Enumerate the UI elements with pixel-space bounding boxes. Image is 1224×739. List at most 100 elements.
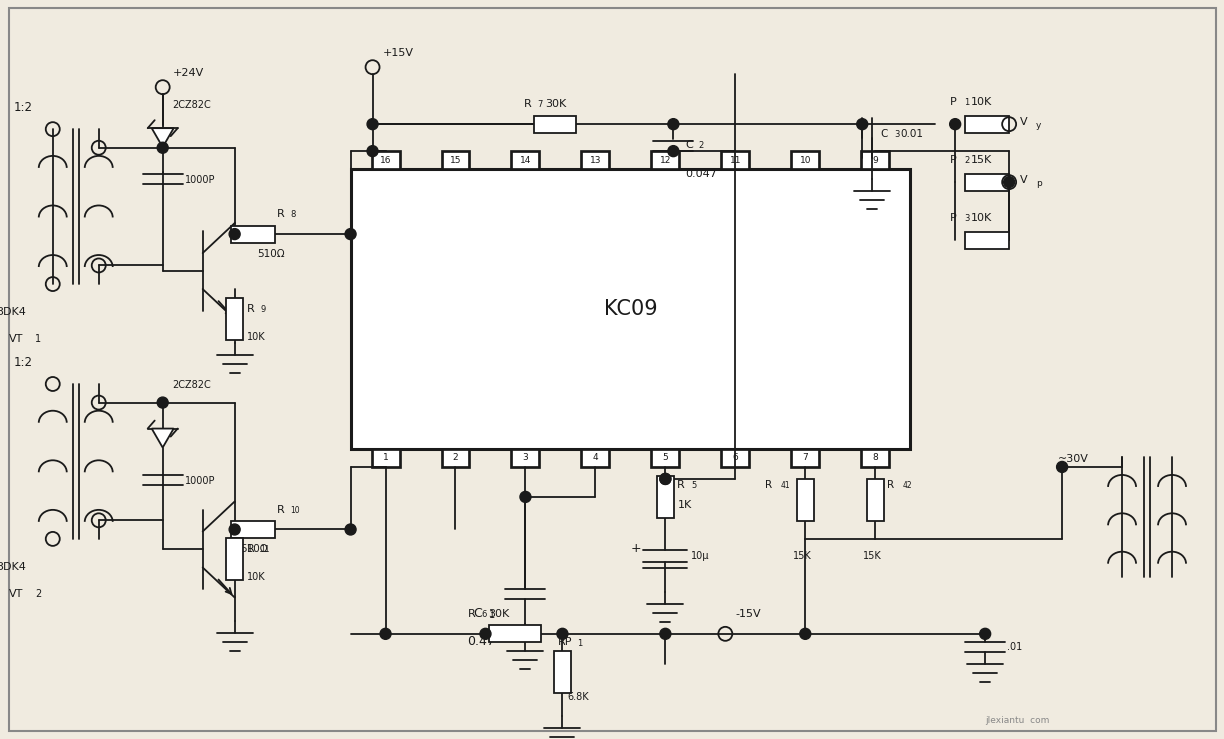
Bar: [966, 231, 1009, 248]
Text: 2: 2: [699, 141, 704, 150]
Text: 15K: 15K: [793, 551, 812, 561]
Bar: [867, 479, 884, 521]
Circle shape: [229, 228, 240, 239]
Text: jlexiantu  com: jlexiantu com: [985, 716, 1049, 725]
Text: R: R: [246, 304, 255, 314]
Bar: [581, 449, 610, 467]
Text: 15: 15: [449, 156, 461, 165]
Bar: [512, 151, 540, 169]
Text: 15K: 15K: [971, 155, 993, 165]
Text: 5: 5: [692, 481, 696, 490]
Bar: [791, 151, 819, 169]
Text: KC09: KC09: [603, 299, 657, 319]
Text: 0.01: 0.01: [900, 129, 923, 139]
Text: 42: 42: [902, 481, 912, 490]
Bar: [651, 449, 679, 467]
Circle shape: [379, 628, 390, 639]
Text: 6: 6: [732, 454, 738, 463]
Bar: [226, 298, 244, 340]
Bar: [535, 116, 577, 133]
Text: 1: 1: [34, 334, 40, 344]
Bar: [372, 449, 399, 467]
Circle shape: [668, 146, 679, 157]
Circle shape: [520, 491, 531, 503]
Text: C: C: [685, 140, 693, 150]
Text: 6: 6: [481, 610, 487, 619]
Text: P: P: [950, 213, 957, 223]
Text: 7: 7: [537, 101, 542, 109]
Text: 7: 7: [803, 454, 808, 463]
Polygon shape: [152, 429, 174, 448]
Text: 10: 10: [290, 505, 300, 514]
Text: P: P: [950, 97, 957, 107]
Bar: [490, 625, 541, 642]
Circle shape: [668, 119, 679, 129]
Text: 13: 13: [590, 156, 601, 165]
Text: R: R: [887, 480, 895, 490]
Bar: [791, 449, 819, 467]
Bar: [862, 449, 889, 467]
Circle shape: [367, 146, 378, 157]
Bar: [350, 169, 911, 449]
Text: 2CZ82C: 2CZ82C: [173, 380, 212, 389]
Bar: [230, 225, 274, 242]
Text: 5: 5: [662, 454, 668, 463]
Polygon shape: [152, 128, 174, 147]
Bar: [862, 151, 889, 169]
Text: 10K: 10K: [246, 573, 266, 582]
Text: 10μ: 10μ: [692, 551, 710, 561]
Text: V: V: [1020, 175, 1028, 185]
Circle shape: [1056, 461, 1067, 472]
Text: 1000P: 1000P: [185, 175, 215, 185]
Text: 1: 1: [578, 638, 583, 648]
Text: 6.8K: 6.8K: [568, 692, 589, 702]
Circle shape: [1004, 177, 1015, 188]
Text: 0.047: 0.047: [685, 169, 717, 179]
Text: 8: 8: [290, 210, 296, 219]
Bar: [651, 151, 679, 169]
Text: 1: 1: [965, 98, 969, 107]
Bar: [230, 521, 274, 538]
Circle shape: [660, 628, 671, 639]
Text: 2: 2: [965, 156, 969, 165]
Text: 10K: 10K: [971, 97, 993, 107]
Text: y: y: [1037, 121, 1042, 130]
Text: 10K: 10K: [971, 213, 993, 223]
Text: 10: 10: [799, 156, 812, 165]
Text: R: R: [468, 609, 475, 619]
Circle shape: [857, 119, 868, 129]
Bar: [657, 476, 674, 518]
Text: 12: 12: [660, 156, 671, 165]
Text: 8: 8: [873, 454, 878, 463]
Circle shape: [345, 228, 356, 239]
Text: 4: 4: [592, 454, 599, 463]
Text: V: V: [1020, 118, 1028, 127]
Bar: [966, 174, 1009, 191]
Bar: [721, 151, 749, 169]
Text: 1:2: 1:2: [13, 355, 32, 369]
Bar: [797, 479, 814, 521]
Text: P: P: [950, 155, 957, 165]
Bar: [442, 449, 470, 467]
Text: 3DK4: 3DK4: [0, 562, 26, 572]
Text: 41: 41: [780, 481, 789, 490]
Circle shape: [660, 474, 671, 485]
Bar: [554, 651, 570, 692]
Text: .01: .01: [1007, 641, 1022, 652]
Text: 11: 11: [261, 545, 271, 554]
Text: 2: 2: [34, 589, 42, 599]
Circle shape: [345, 524, 356, 535]
Text: +15V: +15V: [383, 48, 414, 58]
Text: 15K: 15K: [863, 551, 883, 561]
Text: 9: 9: [873, 156, 878, 165]
Text: 9: 9: [261, 305, 266, 314]
Text: +: +: [630, 542, 641, 556]
Text: -15V: -15V: [736, 609, 761, 619]
Bar: [721, 449, 749, 467]
Text: 3DK4: 3DK4: [0, 307, 26, 317]
Text: 1: 1: [488, 610, 494, 620]
Text: R: R: [277, 505, 284, 514]
Text: 3: 3: [895, 130, 900, 139]
Circle shape: [157, 142, 168, 153]
Text: VT: VT: [9, 334, 23, 344]
